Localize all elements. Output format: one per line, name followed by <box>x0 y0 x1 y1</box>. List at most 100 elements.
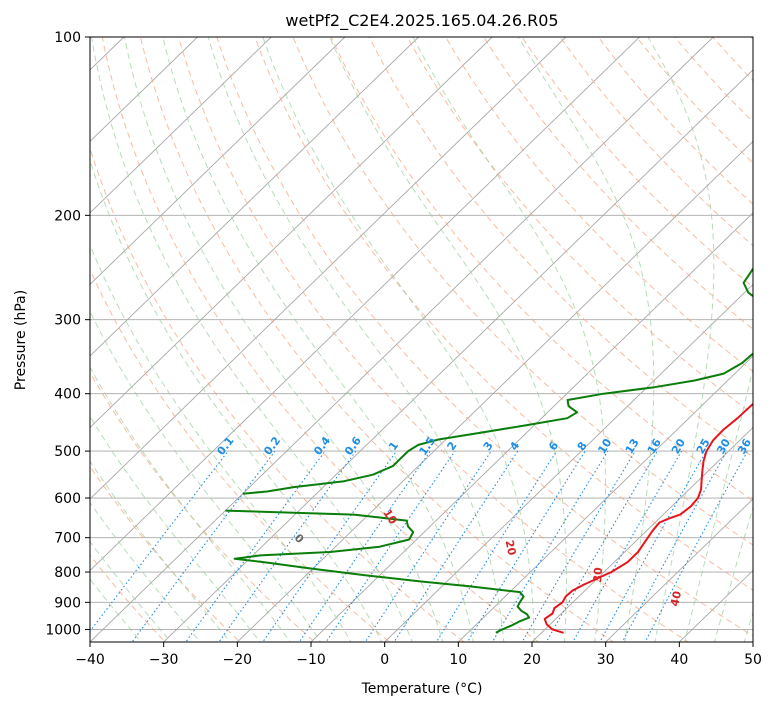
y-tick-label: 500 <box>54 444 81 460</box>
x-tick-label: −40 <box>75 652 105 668</box>
moist-adiabat-line <box>90 158 383 642</box>
moist-adiabat-line <box>412 37 606 642</box>
dry-adiabat-line <box>445 37 753 372</box>
dry-adiabat-line <box>178 37 690 642</box>
x-tick-label: −10 <box>296 652 326 668</box>
isotherm-line <box>90 37 419 357</box>
mixing-ratio-line <box>90 450 229 633</box>
dry-adiabat-line <box>90 465 241 642</box>
x-tick-label: 20 <box>523 652 541 668</box>
dry-adiabat-line <box>292 37 753 546</box>
isotherm-line <box>90 37 567 500</box>
x-tick-label: 50 <box>744 652 762 668</box>
isotherm-line <box>531 426 753 642</box>
dry-adiabat-line <box>406 37 753 415</box>
dewpoint-profile-line <box>242 267 753 495</box>
chart-title: wetPf2_C2E4.2025.165.04.26.R05 <box>285 11 558 31</box>
moist-adiabat-label: 20 <box>503 539 519 557</box>
mixing-ratio-line <box>218 450 357 642</box>
dry-adiabat-line <box>101 37 540 642</box>
isotherm-line <box>458 355 753 642</box>
dry-adiabat-line <box>559 37 753 247</box>
dry-adiabat-line <box>90 371 316 642</box>
moist-adiabat-line <box>647 37 715 642</box>
isotherm-line <box>90 37 640 572</box>
dry-adiabat-line <box>368 37 753 458</box>
mixing-ratio-line <box>262 450 397 642</box>
plot-frame <box>89 36 754 643</box>
x-tick-label: −20 <box>223 652 253 668</box>
moist-adiabat-line <box>713 505 753 642</box>
x-axis-label: Temperature (°C) <box>361 681 483 697</box>
mixing-ratio-line <box>621 450 728 642</box>
mixing-ratio-line <box>393 450 519 642</box>
x-tick-label: 10 <box>449 652 467 668</box>
x-tick-label: 30 <box>597 652 615 668</box>
moist-adiabat-line <box>90 366 291 642</box>
isotherm-line <box>605 498 753 642</box>
dry-adiabat-line <box>254 37 753 591</box>
isotherm-line <box>90 37 493 429</box>
y-tick-label: 100 <box>54 30 81 46</box>
isotherm-line <box>90 37 714 642</box>
mixing-ratio-line <box>325 450 456 642</box>
dry-adiabat-line <box>521 37 753 288</box>
moist-adiabat-line <box>207 37 505 642</box>
moist-adiabat-label: 30 <box>591 566 605 583</box>
moist-adiabat-line <box>90 460 231 642</box>
axis-ticks: −40 −30 −20 −10 0 10 20 30 40 50 100 200 300 400 500 60… <box>45 30 762 668</box>
isotherm-line <box>90 37 346 286</box>
mixing-ratio-line <box>599 450 707 642</box>
isotherm-line <box>310 212 753 642</box>
temperature-profile-line <box>543 402 753 634</box>
dry-adiabat-line <box>139 37 615 642</box>
y-axis-label: Pressure (hPa) <box>13 290 29 390</box>
moist-adiabat-line <box>517 37 655 642</box>
mixing-ratio-line <box>364 450 492 642</box>
moist-adiabat-line <box>684 366 753 642</box>
mixing-ratio-line <box>545 450 658 642</box>
y-tick-label: 700 <box>54 531 81 547</box>
mixing-ratio-line <box>572 450 683 642</box>
moist-adiabat-label: 40 <box>668 589 684 607</box>
y-tick-label: 400 <box>54 387 81 403</box>
dry-adiabat-line <box>216 37 753 637</box>
moist-adiabat-line <box>262 37 535 642</box>
isotherm-line <box>90 37 198 143</box>
isotherm-line <box>237 140 753 642</box>
mixing-ratio-label: 36 <box>735 436 754 456</box>
moist-adiabat-line <box>90 578 142 642</box>
mixing-ratio-line <box>491 450 609 642</box>
dewpoint-profile-line <box>225 509 531 634</box>
mixing-ratio-line <box>185 450 326 642</box>
moist-adiabat-line <box>90 501 202 642</box>
x-tick-label: −30 <box>149 652 179 668</box>
y-tick-label: 900 <box>54 595 81 611</box>
moist-adiabat-line <box>329 37 567 642</box>
mixing-ratio-line <box>521 450 636 642</box>
dry-adiabat-line <box>90 268 391 642</box>
isotherm-line <box>90 37 272 214</box>
isotherm-line <box>384 283 753 642</box>
background-lines <box>90 37 753 642</box>
y-tick-label: 800 <box>54 565 81 581</box>
profile-lines <box>225 267 753 634</box>
isotherm-line <box>163 69 753 642</box>
moist-adiabat-line <box>90 243 352 642</box>
y-tick-label: 600 <box>54 491 81 507</box>
x-tick-label: 40 <box>670 652 688 668</box>
y-tick-label: 300 <box>54 313 81 329</box>
moist-adiabat-line <box>90 415 261 642</box>
moist-adiabat-line <box>91 37 413 642</box>
mixing-ratio-line <box>298 450 431 642</box>
moist-adiabat-line <box>90 540 172 642</box>
moist-adiabat-line <box>90 310 322 642</box>
moist-adiabat-line <box>123 37 444 642</box>
moist-adiabat-line <box>162 37 474 642</box>
x-tick-label: 0 <box>380 652 389 668</box>
dry-adiabat-line <box>483 37 753 330</box>
y-tick-label: 1000 <box>45 622 81 638</box>
y-tick-label: 200 <box>54 208 81 224</box>
